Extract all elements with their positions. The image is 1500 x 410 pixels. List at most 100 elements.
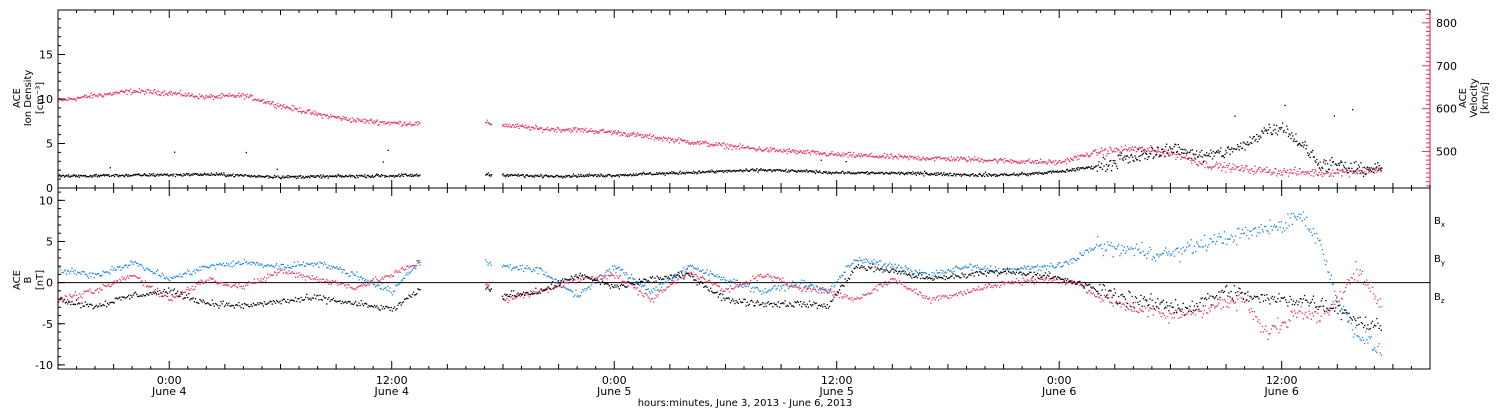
data-point — [1050, 172, 1053, 174]
data-point — [367, 283, 369, 285]
data-point — [359, 285, 361, 287]
data-point — [882, 286, 884, 288]
data-point — [1332, 169, 1334, 171]
data-point — [791, 284, 793, 286]
data-point — [639, 134, 641, 137]
data-point — [117, 266, 119, 268]
data-point — [861, 296, 863, 299]
data-point — [795, 283, 797, 285]
data-point — [351, 287, 353, 289]
data-point — [552, 176, 555, 178]
data-point — [1339, 170, 1341, 172]
data-point — [164, 173, 166, 175]
data-point — [298, 272, 300, 274]
data-point — [691, 142, 693, 145]
data-point — [232, 173, 234, 175]
data-point — [1093, 248, 1095, 250]
data-point — [261, 280, 263, 283]
data-point — [123, 91, 126, 94]
data-point — [724, 290, 726, 292]
data-point — [726, 282, 728, 284]
data-point — [1201, 163, 1204, 165]
data-point — [756, 168, 758, 170]
data-point — [149, 269, 151, 271]
data-point — [415, 268, 417, 270]
data-point — [79, 97, 81, 99]
data-point — [288, 175, 290, 177]
data-point — [169, 91, 171, 93]
data-point — [1144, 151, 1146, 153]
data-point — [691, 172, 693, 174]
data-point — [1279, 128, 1281, 130]
data-point — [964, 157, 966, 159]
data-point — [792, 280, 794, 282]
data-point — [564, 176, 566, 178]
data-point — [652, 173, 655, 176]
data-point — [291, 175, 293, 177]
data-point — [159, 94, 162, 97]
data-point — [843, 153, 846, 155]
data-point — [973, 265, 975, 268]
data-point — [1159, 154, 1161, 156]
data-point — [930, 302, 932, 304]
data-point — [971, 173, 973, 176]
data-point — [345, 175, 348, 177]
data-point — [1127, 148, 1129, 151]
data-point — [943, 272, 945, 274]
data-point — [952, 158, 954, 160]
data-point — [256, 99, 258, 101]
data-point — [237, 262, 239, 264]
data-point — [1002, 159, 1004, 161]
data-point — [1081, 154, 1083, 157]
data-point — [1247, 171, 1249, 173]
data-point — [87, 96, 89, 98]
data-point — [166, 173, 168, 175]
data-point — [1083, 252, 1085, 254]
data-point — [1171, 253, 1173, 255]
data-point — [136, 173, 138, 176]
data-point — [729, 145, 731, 148]
data-point — [1245, 226, 1247, 229]
data-point — [386, 275, 388, 277]
data-point — [1085, 155, 1087, 157]
data-point — [336, 282, 338, 284]
data-point — [889, 282, 891, 284]
data-point — [1267, 171, 1270, 174]
data-point — [336, 266, 338, 268]
data-point — [1259, 135, 1261, 137]
data-point — [881, 285, 883, 287]
data-point — [619, 269, 622, 271]
data-point — [247, 263, 249, 265]
data-point — [924, 158, 926, 160]
data-point — [610, 130, 612, 132]
data-point — [208, 267, 210, 269]
data-point — [254, 264, 257, 266]
data-point — [1280, 221, 1282, 223]
data-point — [617, 132, 619, 134]
data-point — [1030, 162, 1033, 164]
data-point — [66, 299, 69, 301]
data-point — [102, 270, 104, 272]
data-point — [378, 280, 380, 282]
data-point — [813, 170, 815, 173]
data-point — [708, 279, 711, 281]
data-point — [969, 263, 971, 265]
data-point — [108, 283, 110, 286]
data-point — [791, 150, 793, 152]
data-point — [939, 295, 941, 297]
data-point — [486, 119, 489, 121]
data-point — [1076, 168, 1078, 171]
data-point — [1255, 172, 1257, 174]
data-point — [380, 121, 383, 124]
data-point — [149, 285, 151, 288]
data-point — [662, 172, 664, 174]
data-point — [672, 171, 675, 173]
data-point — [404, 277, 406, 279]
data-point — [1259, 232, 1261, 234]
data-point — [821, 288, 823, 290]
data-point — [1095, 149, 1097, 151]
data-point — [160, 173, 162, 175]
data-point — [404, 269, 406, 271]
data-point — [208, 96, 210, 98]
data-point — [1366, 166, 1368, 168]
